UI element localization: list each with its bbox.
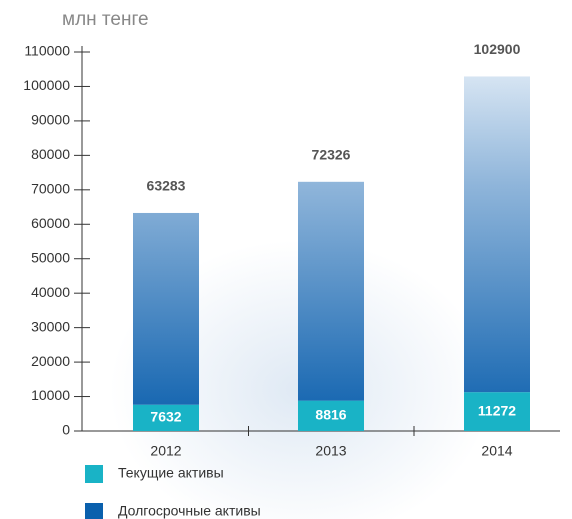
y-tick-label: 0 — [62, 422, 70, 438]
total-label: 102900 — [474, 41, 521, 57]
value-label: 7632 — [150, 409, 181, 425]
bar-segment — [298, 181, 364, 401]
y-tick-label: 20000 — [31, 353, 70, 369]
y-tick-label: 40000 — [31, 284, 70, 300]
total-label: 63283 — [147, 178, 186, 194]
legend-label: Текущие активы — [118, 465, 224, 481]
bar-segment — [133, 212, 199, 405]
total-label: 72326 — [312, 147, 351, 163]
bar-segment — [464, 392, 530, 431]
y-tick-label: 100000 — [23, 77, 70, 93]
x-tick-label: 2012 — [150, 443, 181, 459]
unit-label: млн тенге — [62, 9, 149, 30]
x-tick-label: 2013 — [315, 443, 346, 459]
y-tick-label: 110000 — [24, 43, 70, 59]
y-tick-label: 30000 — [31, 318, 70, 334]
value-label: 8816 — [315, 407, 346, 423]
value-label: 11272 — [478, 402, 516, 418]
y-tick-label: 10000 — [31, 387, 70, 403]
y-tick-label: 60000 — [31, 215, 70, 231]
y-tick-label: 70000 — [31, 181, 70, 197]
y-tick-label: 80000 — [31, 146, 70, 162]
bar-segment — [464, 76, 530, 393]
legend-swatch — [85, 503, 103, 519]
legend-label: Долгосрочные активы — [118, 503, 261, 519]
x-tick-label: 2014 — [481, 443, 512, 459]
bar-segment — [133, 404, 199, 431]
y-tick-label: 50000 — [31, 249, 70, 265]
legend-swatch — [85, 465, 103, 483]
bar-segment — [298, 400, 364, 431]
y-tick-label: 90000 — [31, 112, 70, 128]
